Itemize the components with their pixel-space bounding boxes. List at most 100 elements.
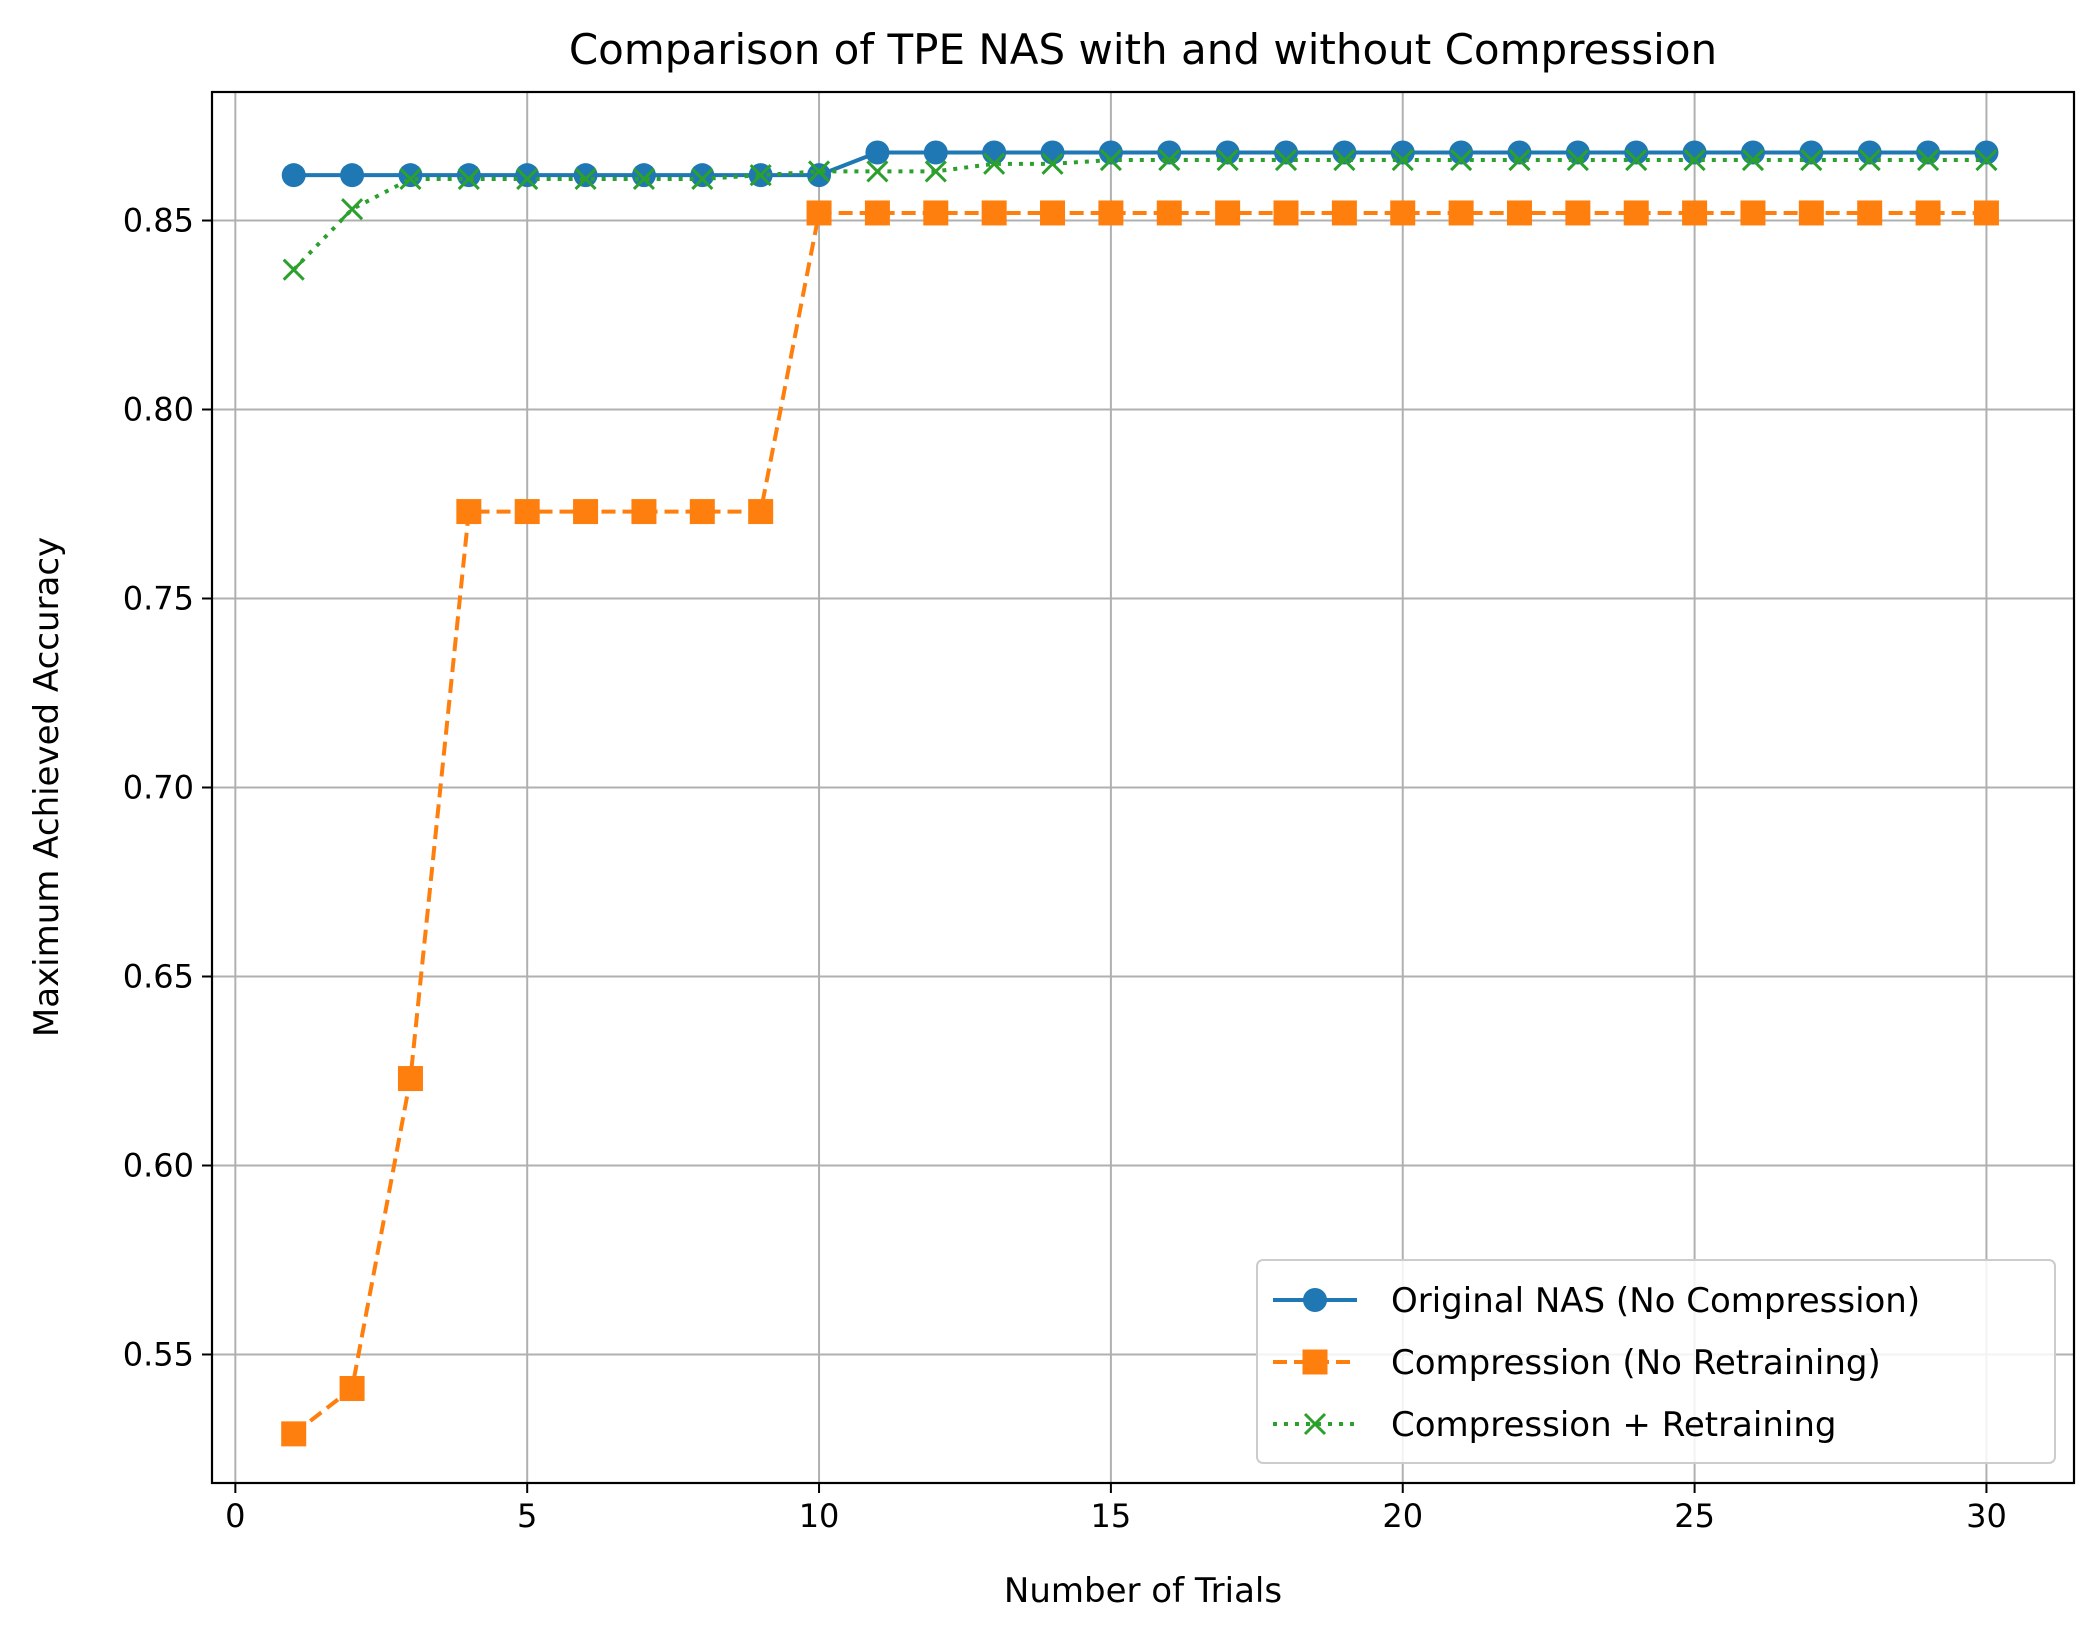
data-point [1391,148,1414,172]
data-point [340,163,365,188]
data-point [749,164,772,187]
data-point [923,200,949,226]
legend-marker [1303,1288,1327,1312]
y-tick-label: 0.80 [123,391,194,429]
data-point [1390,200,1416,226]
data-point [573,163,598,188]
data-point [865,140,890,165]
data-point [1041,152,1064,175]
data-point [691,167,714,190]
legend-marker [1303,1412,1327,1436]
data-point [515,163,540,188]
grid-lines [212,92,2074,1483]
data-point [1623,200,1649,226]
data-point [281,163,306,188]
legend-item: Compression + Retraining [1273,1405,1836,1445]
data-point [399,167,422,190]
x-axis-label: Number of Trials [1004,1571,1282,1611]
x-tick-label: 30 [1966,1497,2007,1535]
x-tick-label: 0 [225,1497,245,1535]
data-point [1565,200,1591,226]
chart-title: Comparison of TPE NAS with and without C… [569,25,1717,74]
data-point [806,200,832,226]
y-tick-label: 0.70 [123,769,194,807]
data-point [866,160,889,183]
data-point [632,167,655,190]
data-point [1917,148,1940,172]
data-point [1098,140,1123,165]
x-tick-label: 15 [1091,1497,1132,1535]
series-3 [282,148,1998,281]
data-point [1274,140,1299,165]
data-point [1798,200,1824,226]
data-point [1215,140,1240,165]
data-point [456,499,482,525]
data-point [1682,200,1708,226]
data-point [1857,200,1883,226]
y-tick-label: 0.75 [123,580,194,618]
data-point [807,160,831,183]
data-point [923,140,948,165]
data-point [573,499,599,525]
data-point [983,152,1006,175]
legend-label: Compression (No Retraining) [1391,1343,1881,1383]
data-point [924,160,947,183]
y-axis-label: Maximum Achieved Accuracy [27,537,67,1037]
data-point [748,499,774,525]
y-tick-label: 0.55 [123,1335,194,1373]
data-point [1858,148,1881,172]
data-point [1857,140,1882,165]
data-point [1915,200,1941,226]
axis-ticks: 0 5 10 15 20 25 30 0.55 0.60 0.65 0.70 0.75 0.80 0.85 [123,202,2007,1535]
data-point [1040,200,1066,226]
data-point [397,1066,423,1092]
series-line [292,158,1987,272]
data-point [1449,140,1474,165]
x-tick-label: 10 [799,1497,840,1535]
data-point [1973,200,1999,226]
data-point [1624,140,1649,165]
data-point [1156,200,1182,226]
data-point [1450,148,1473,172]
data-point [456,163,481,188]
data-point [690,163,715,188]
y-tick-label: 0.65 [123,957,194,995]
data-point [1333,148,1356,172]
data-point [631,499,657,525]
data-point [1215,200,1241,226]
data-point [457,167,480,190]
data-point [689,499,715,525]
data-point [631,163,656,188]
series-1 [281,140,1999,188]
legend-item: Original NAS (No Compression) [1273,1281,1920,1321]
data-point [1741,148,1765,172]
data-point [1682,140,1707,165]
legend: Original NAS (No Compression) Compression… [1256,1259,2056,1464]
legend-item: Compression (No Retraining) [1273,1343,1881,1383]
data-point [1099,148,1122,172]
data-point [1098,200,1124,226]
data-point [1566,148,1589,172]
y-tick-label: 0.85 [123,202,194,240]
x-tick-label: 25 [1674,1497,1715,1535]
data-point [1273,200,1299,226]
data-point [1974,140,1999,165]
data-point [1975,148,1998,172]
data-point [281,1421,307,1447]
data-point [1040,140,1065,165]
data-point [1216,148,1239,172]
data-point [1331,200,1357,226]
x-tick-label: 5 [517,1497,537,1535]
data-point [398,163,423,188]
x-tick-label: 20 [1382,1497,1423,1535]
y-tick-label: 0.60 [123,1146,194,1184]
plot-series [281,140,1999,1447]
legend-box [1256,1259,2056,1464]
data-point [1274,148,1298,172]
data-point [807,163,832,188]
data-point [1448,200,1474,226]
data-point [1799,140,1824,165]
legend-label: Compression + Retraining [1391,1405,1836,1445]
data-point [341,198,364,221]
